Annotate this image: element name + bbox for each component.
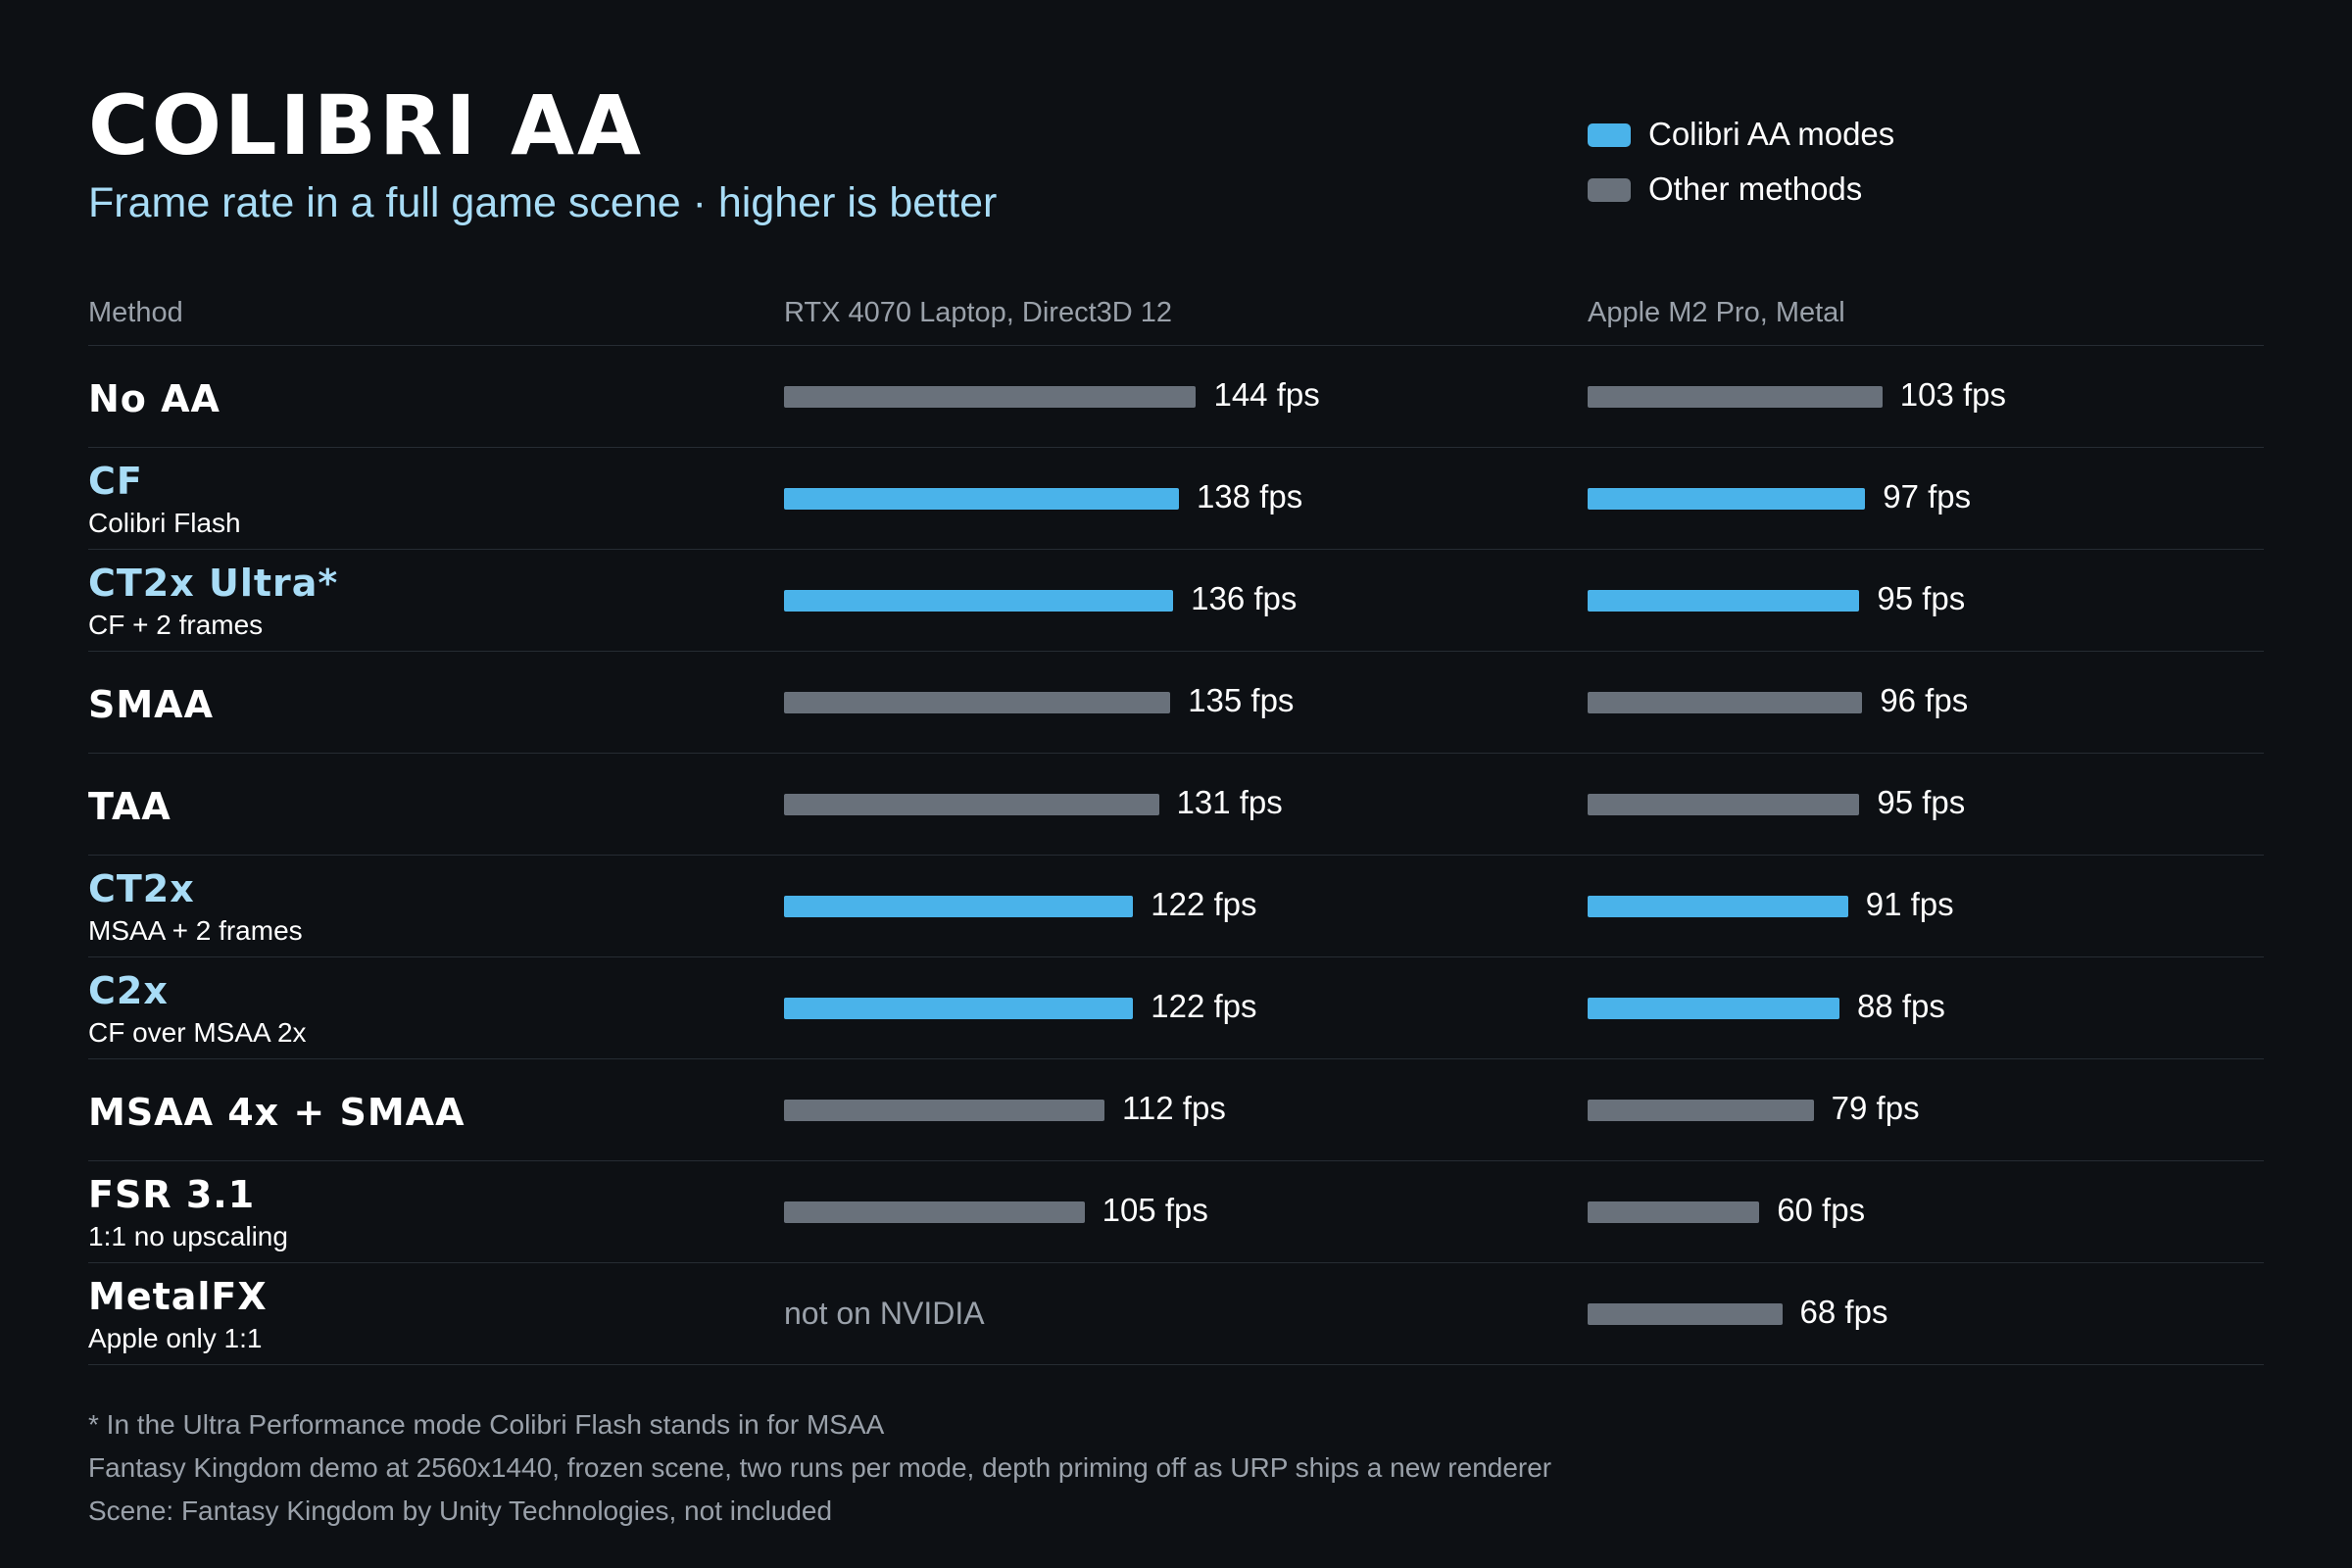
column-header-m2: Apple M2 Pro, Metal <box>1588 297 1845 328</box>
row-divider <box>88 753 2264 754</box>
row-divider <box>88 549 2264 550</box>
chart-row-fsr-3-1: FSR 3.1 1:1 no upscaling 105 fps 60 fps <box>88 1160 2264 1262</box>
bar-m2 <box>1588 692 1863 713</box>
value-label-m2: 96 fps <box>1880 682 1969 718</box>
table-bottom-divider <box>88 1364 2264 1365</box>
chart-row-taa: TAA 131 fps 95 fps <box>88 753 2264 855</box>
chart-row-smaa: SMAA 135 fps 96 fps <box>88 651 2264 753</box>
row-divider <box>88 651 2264 652</box>
row-divider <box>88 1262 2264 1263</box>
chart-row-msaa-4x-smaa: MSAA 4x + SMAA 112 fps 79 fps <box>88 1058 2264 1160</box>
legend-swatch-other <box>1588 178 1631 202</box>
value-label-rtx: 135 fps <box>1188 682 1295 718</box>
value-label-m2: 88 fps <box>1856 988 1945 1024</box>
value-label-rtx: 144 fps <box>1213 376 1320 413</box>
method-note: CF + 2 frames <box>88 610 264 640</box>
column-header-rtx: RTX 4070 Laptop, Direct3D 12 <box>784 297 1173 328</box>
bar-rtx <box>784 692 1171 713</box>
bar-m2 <box>1588 488 1866 510</box>
bar-rtx <box>784 998 1134 1019</box>
bar-rtx <box>784 386 1197 408</box>
method-name: FSR 3.1 <box>88 1173 256 1216</box>
method-note: Colibri Flash <box>88 508 241 538</box>
method-name: SMAA <box>88 683 215 726</box>
chart-row-c2x: C2x CF over MSAA 2x 122 fps 88 fps <box>88 956 2264 1058</box>
footnote-setup: Fantasy Kingdom demo at 2560x1440, froze… <box>88 1452 1552 1483</box>
page-title: COLIBRI AA <box>88 77 645 173</box>
legend-label-other: Other methods <box>1648 171 1863 207</box>
value-label-rtx: 122 fps <box>1151 886 1257 922</box>
row-divider <box>88 447 2264 448</box>
value-label-rtx: 131 fps <box>1176 784 1283 820</box>
method-note: 1:1 no upscaling <box>88 1221 288 1251</box>
row-divider <box>88 1058 2264 1059</box>
chart-row-ct2x-ultra: CT2x Ultra* CF + 2 frames 136 fps 95 fps <box>88 549 2264 651</box>
bar-rtx <box>784 488 1179 510</box>
value-missing-rtx: not on NVIDIA <box>784 1296 985 1331</box>
bar-m2 <box>1588 1201 1760 1223</box>
value-label-rtx: 112 fps <box>1122 1090 1226 1126</box>
method-name: TAA <box>88 785 172 828</box>
row-divider <box>88 345 2264 346</box>
value-label-rtx: 122 fps <box>1151 988 1257 1024</box>
method-note: MSAA + 2 frames <box>88 915 303 946</box>
method-note: CF over MSAA 2x <box>88 1017 307 1048</box>
method-name: CF <box>88 460 143 503</box>
chart-row-cf: CF Colibri Flash 138 fps 97 fps <box>88 447 2264 549</box>
bar-m2 <box>1588 794 1860 815</box>
bar-m2 <box>1588 1100 1814 1121</box>
value-label-m2: 95 fps <box>1877 784 1966 820</box>
value-label-m2: 103 fps <box>1899 376 2006 413</box>
bar-rtx <box>784 590 1174 612</box>
bar-m2 <box>1588 386 1883 408</box>
method-name: CT2x Ultra* <box>88 562 339 605</box>
bar-rtx <box>784 896 1134 917</box>
column-header-method: Method <box>88 297 183 328</box>
bar-m2 <box>1588 896 1848 917</box>
row-divider <box>88 956 2264 957</box>
method-name: MSAA 4x + SMAA <box>88 1091 466 1134</box>
value-label-m2: 91 fps <box>1865 886 1954 922</box>
method-name: MetalFX <box>88 1275 268 1318</box>
value-label-rtx: 136 fps <box>1191 580 1298 616</box>
row-divider <box>88 1160 2264 1161</box>
page-subtitle: Frame rate in a full game scene · higher… <box>88 179 998 226</box>
legend-swatch-colibri <box>1588 123 1631 147</box>
footnote-ultra: * In the Ultra Performance mode Colibri … <box>88 1409 885 1440</box>
value-label-m2: 68 fps <box>1799 1294 1888 1330</box>
bar-rtx <box>784 1201 1085 1223</box>
method-name: No AA <box>88 377 220 420</box>
bar-m2 <box>1588 998 1839 1019</box>
value-label-rtx: 138 fps <box>1196 478 1303 514</box>
bar-m2 <box>1588 1303 1783 1325</box>
row-divider <box>88 855 2264 856</box>
value-label-m2: 79 fps <box>1831 1090 1920 1126</box>
chart-row-ct2x: CT2x MSAA + 2 frames 122 fps 91 fps <box>88 855 2264 956</box>
bar-rtx <box>784 794 1159 815</box>
legend-label-colibri: Colibri AA modes <box>1648 116 1895 152</box>
footnote-scene: Scene: Fantasy Kingdom by Unity Technolo… <box>88 1495 833 1526</box>
bar-m2 <box>1588 590 1860 612</box>
chart-row-metalfx: MetalFX Apple only 1:1 not on NVIDIA 68 fps <box>88 1262 2264 1364</box>
value-label-m2: 97 fps <box>1883 478 1972 514</box>
method-name: CT2x <box>88 867 195 910</box>
value-label-rtx: 105 fps <box>1102 1192 1208 1228</box>
value-label-m2: 95 fps <box>1877 580 1966 616</box>
method-name: C2x <box>88 969 169 1012</box>
bar-rtx <box>784 1100 1105 1121</box>
chart-row-no-aa: No AA 144 fps 103 fps <box>88 345 2264 447</box>
method-note: Apple only 1:1 <box>88 1323 263 1353</box>
value-label-m2: 60 fps <box>1777 1192 1866 1228</box>
